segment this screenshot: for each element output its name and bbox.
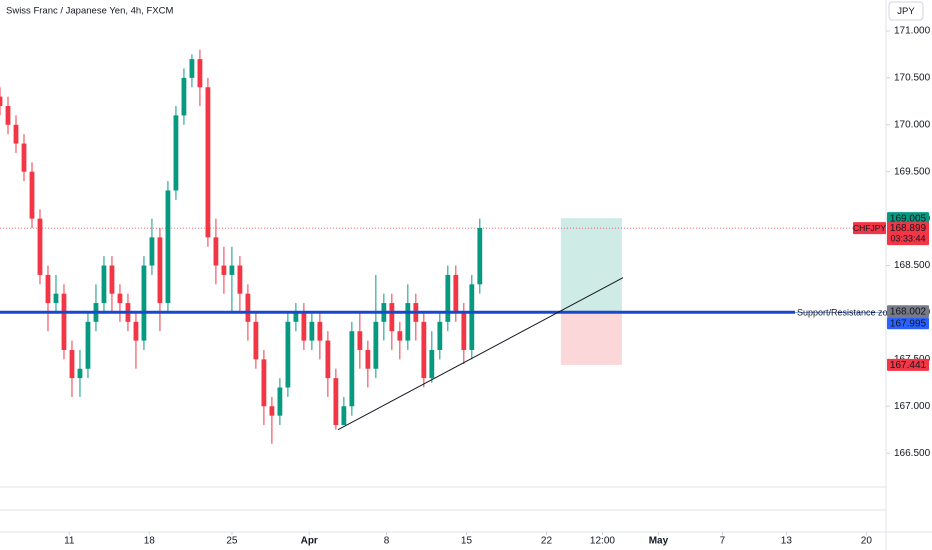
x-tick-label: 15 (461, 536, 473, 547)
candle-body (221, 265, 227, 275)
candle-body (109, 265, 115, 294)
candle-body (5, 106, 11, 125)
target-price-label-bg (887, 212, 929, 225)
candle-body (245, 293, 251, 322)
candle-body (197, 59, 203, 88)
candle-body (13, 124, 19, 144)
candle-body (469, 284, 475, 350)
candle-body (461, 312, 467, 350)
candle-body (277, 387, 283, 416)
x-tick-label: Apr (301, 536, 318, 547)
candle-body (445, 274, 451, 322)
candle-body (317, 321, 323, 341)
last-price-bg (887, 222, 929, 246)
trend-line (337, 277, 624, 431)
candle-body (285, 321, 291, 388)
x-tick-label: 20 (861, 536, 873, 547)
candle-body (309, 321, 315, 341)
candle-body (349, 331, 355, 407)
x-tick-label: May (649, 536, 669, 547)
candle-body (69, 349, 75, 379)
chart-title: Swiss Franc / Japanese Yen, 4h, FXCM (6, 6, 173, 17)
candle-body (213, 237, 219, 266)
candle-body (437, 321, 443, 350)
y-tick-label: 171.000 (894, 26, 931, 37)
x-tick-label: 25 (226, 536, 238, 547)
x-tick-label: 13 (781, 536, 793, 547)
candle-body (301, 312, 307, 341)
candle-body (341, 406, 347, 426)
candle-body (261, 359, 267, 407)
position-target-zone (560, 218, 622, 313)
y-tick-label: 169.500 (894, 166, 931, 177)
candle-body (429, 349, 435, 379)
currency-button[interactable] (888, 1, 924, 21)
candle-body (405, 303, 411, 341)
candle-body (77, 368, 83, 379)
candle-body (389, 303, 395, 332)
x-tick-label: 7 (720, 536, 726, 547)
candle-body (325, 340, 331, 379)
candle-body (173, 115, 179, 191)
x-tick-label: 12:00 (590, 536, 615, 547)
candle-body (53, 293, 59, 304)
candle-body (333, 378, 339, 426)
candle-body (237, 265, 243, 294)
currency-label[interactable]: JPY (897, 6, 915, 17)
x-tick-label: 8 (384, 536, 390, 547)
support-label: Support/Resistance zone (797, 308, 898, 318)
candle-body (141, 265, 147, 341)
candle-body (229, 265, 235, 275)
entry-price-label: 167.995 (890, 318, 927, 329)
y-tick-label: 168.500 (894, 260, 931, 271)
candle-body (181, 77, 187, 116)
candle-body (189, 59, 195, 78)
stop-price-label: 167.441 (890, 360, 927, 371)
candle-body (29, 171, 35, 219)
support-price-label-bg (887, 305, 929, 318)
candle-body (117, 293, 123, 304)
candle-body (269, 406, 275, 416)
candle-body (101, 265, 107, 304)
candle-body (293, 312, 299, 322)
symbol-label: CHFJPY (853, 223, 886, 233)
y-tick-label: 167.000 (894, 401, 931, 412)
last-price-label: 168.899 (890, 223, 927, 234)
candle-body (357, 331, 363, 350)
y-tick-label: 170.500 (894, 73, 931, 84)
stop-price-label-bg (887, 358, 929, 371)
entry-price-label-bg (887, 317, 929, 330)
candle-body (0, 96, 3, 107)
candle-body (61, 293, 67, 350)
candle-body (165, 190, 171, 304)
candle-body (37, 218, 43, 275)
position-stop-zone (560, 312, 622, 365)
countdown-label: 03:33:44 (890, 233, 925, 243)
target-price-label: 169.005 (890, 213, 927, 224)
candle-body (205, 87, 211, 238)
candle-body (397, 331, 403, 341)
candle-body (45, 274, 51, 304)
symbol-label-bg (853, 222, 886, 235)
candle-body (133, 321, 139, 341)
x-tick-label: 11 (64, 536, 75, 547)
candle-body (477, 228, 483, 285)
x-tick-label: 22 (541, 536, 553, 547)
candle-body (157, 237, 163, 304)
candle-body (373, 321, 379, 369)
candle-body (365, 349, 371, 369)
candle-body (453, 274, 459, 313)
candle-body (421, 321, 427, 379)
support-price-label: 168.002 (890, 306, 927, 317)
x-tick-label: 18 (144, 536, 156, 547)
candle-body (149, 237, 155, 266)
candle-body (21, 143, 27, 172)
y-tick-label: 166.500 (894, 448, 931, 459)
candle-body (85, 321, 91, 369)
y-tick-label: 170.000 (894, 119, 931, 130)
candle-body (253, 321, 259, 360)
